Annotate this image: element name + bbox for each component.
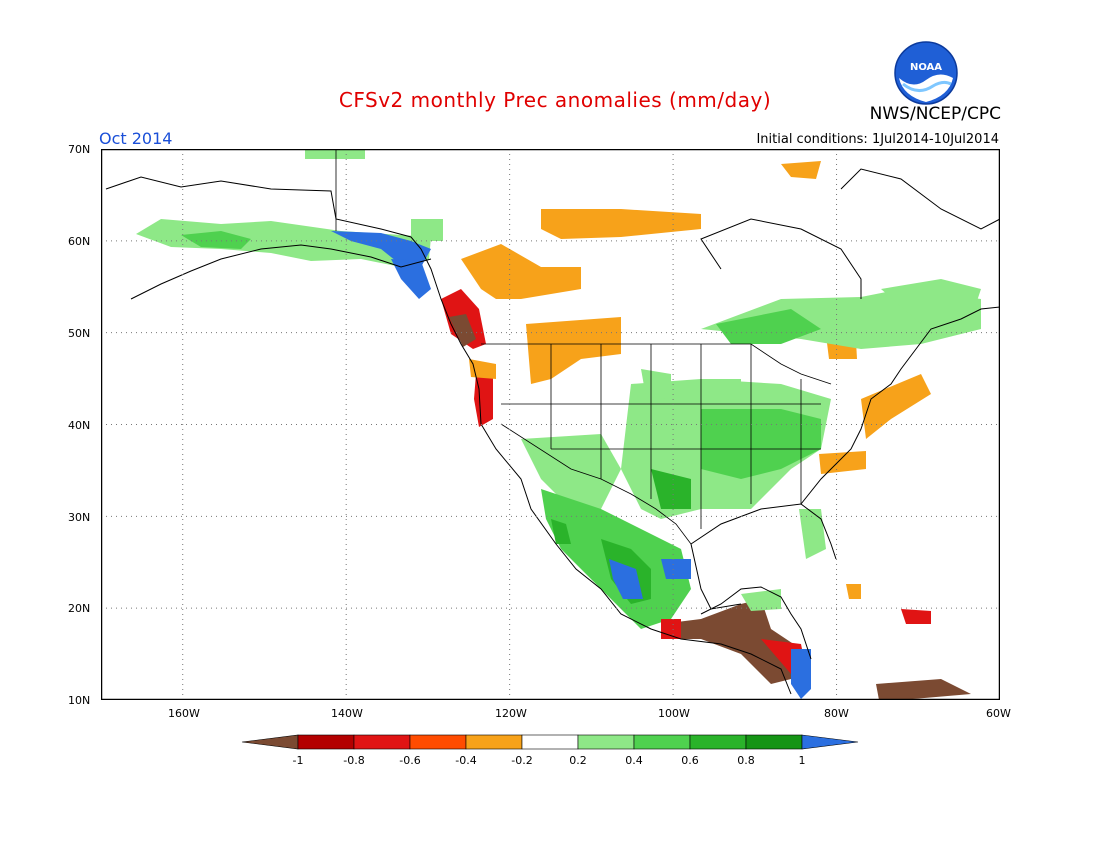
- legend-swatch: [353, 734, 411, 750]
- logo-text: NOAA: [910, 62, 942, 73]
- legend-swatch: [521, 734, 579, 750]
- lon-tick-160w: 160W: [168, 707, 200, 720]
- initial-conditions: Initial conditions: 1Jul2014-10Jul2014: [756, 132, 999, 147]
- lon-tick-100w: 100W: [658, 707, 690, 720]
- legend-label: 0.4: [625, 754, 643, 767]
- color-legend: -1 -0.8 -0.6 -0.4 -0.2 0.2 0.4 0.6 0.8 1: [241, 734, 859, 767]
- legend-swatch: [745, 734, 803, 750]
- legend-arrow-high: [801, 734, 859, 750]
- chart-title: CFSv2 monthly Prec anomalies (mm/day): [338, 88, 772, 112]
- lon-tick-60w: 60W: [986, 707, 1011, 720]
- graticule: [101, 149, 1000, 700]
- legend-arrow-low: [241, 734, 299, 750]
- lon-tick-140w: 140W: [331, 707, 363, 720]
- lat-tick-70n: 70N: [68, 143, 91, 156]
- forecast-month: Oct 2014: [99, 129, 173, 148]
- legend-label: -0.8: [343, 754, 364, 767]
- legend-swatch: [689, 734, 747, 750]
- legend-label: -0.2: [511, 754, 532, 767]
- legend-swatch: [577, 734, 635, 750]
- noaa-logo: NOAA: [894, 41, 958, 105]
- lon-tick-80w: 80W: [824, 707, 849, 720]
- legend-label: 0.6: [681, 754, 699, 767]
- anomaly-patches: [136, 149, 981, 700]
- legend-label: -0.4: [455, 754, 476, 767]
- legend-label: 1: [799, 754, 806, 767]
- lat-tick-20n: 20N: [68, 602, 91, 615]
- political-borders: [335, 149, 832, 545]
- legend-label: 0.2: [569, 754, 587, 767]
- legend-label: -0.6: [399, 754, 420, 767]
- legend-swatch: [297, 734, 355, 750]
- legend-label: -1: [293, 754, 304, 767]
- coastlines: [105, 168, 1000, 695]
- lat-tick-30n: 30N: [68, 511, 91, 524]
- legend-swatch: [465, 734, 523, 750]
- lat-tick-10n: 10N: [68, 694, 91, 707]
- legend-label: 0.8: [737, 754, 755, 767]
- lat-tick-50n: 50N: [68, 327, 91, 340]
- legend-swatch: [409, 734, 467, 750]
- legend-swatch: [633, 734, 691, 750]
- lat-tick-60n: 60N: [68, 235, 91, 248]
- lon-tick-120w: 120W: [495, 707, 527, 720]
- lat-tick-40n: 40N: [68, 419, 91, 432]
- precip-anomaly-map: [101, 149, 1000, 700]
- organization-label: NWS/NCEP/CPC: [869, 104, 1001, 124]
- map-frame: [101, 149, 1000, 700]
